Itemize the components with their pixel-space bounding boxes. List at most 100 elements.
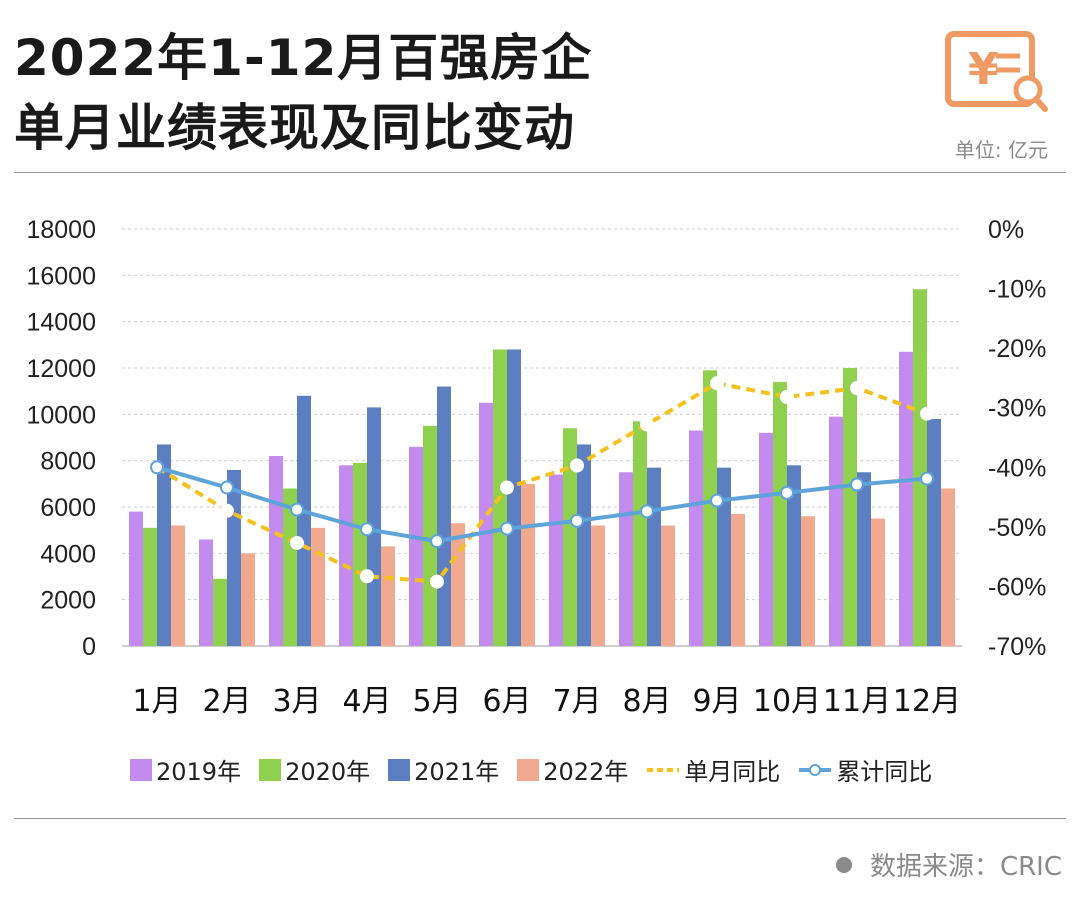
y-right-tick-label: 0% xyxy=(988,216,1024,244)
y-left-tick-label: 16000 xyxy=(26,262,96,290)
point-monthly-yoy xyxy=(780,389,794,404)
bar-2021年 xyxy=(297,395,311,646)
x-tick-label: 10月 xyxy=(753,684,821,719)
bar-2021年 xyxy=(927,418,941,646)
bar-2019年 xyxy=(339,465,353,646)
bar-2022年 xyxy=(591,525,605,646)
y-right-tick-label: -20% xyxy=(988,335,1046,363)
legend-label-2019: 2019年 xyxy=(156,758,242,786)
bar-2021年 xyxy=(437,386,451,646)
y-left-tick-label: 8000 xyxy=(40,448,96,476)
source-note: 数据来源：CRIC xyxy=(835,846,1062,883)
bar-2019年 xyxy=(549,474,563,646)
x-tick-label: 4月 xyxy=(342,684,391,719)
unit-label: 单位: 亿元 xyxy=(954,138,1048,162)
bar-2020年 xyxy=(633,421,647,646)
legend-item-2019: 2019年 xyxy=(130,752,241,787)
point-monthly-yoy xyxy=(570,458,584,473)
x-tick-label: 6月 xyxy=(482,684,531,719)
y-left-tick-label: 2000 xyxy=(40,587,96,615)
bar-2019年 xyxy=(619,472,633,646)
bar-2021年 xyxy=(717,467,731,646)
legend-label-cumulative-yoy: 累计同比 xyxy=(836,758,933,786)
legend-marker-line-icon xyxy=(799,763,832,776)
bar-2020年 xyxy=(143,527,157,646)
point-cumulative-yoy xyxy=(780,485,794,500)
bar-2019年 xyxy=(759,432,773,646)
bar-2019年 xyxy=(479,402,493,646)
bar-2019年 xyxy=(199,539,213,646)
y-left-tick-label: 14000 xyxy=(26,309,96,337)
source-text: 数据来源：CRIC xyxy=(869,852,1062,882)
y-left-tick-label: 4000 xyxy=(40,540,96,568)
bar-2019年 xyxy=(689,430,703,646)
legend-label-2020: 2020年 xyxy=(285,758,371,786)
bar-2021年 xyxy=(227,469,241,646)
bar-2020年 xyxy=(563,428,577,646)
y-left-tick-label: 6000 xyxy=(40,494,96,522)
page-subtitle: 单月业绩表现及同比变动 xyxy=(14,99,575,157)
y-left-tick-label: 10000 xyxy=(26,401,96,429)
bar-2021年 xyxy=(157,444,171,646)
legend-label-2021: 2021年 xyxy=(414,758,500,786)
bar-2020年 xyxy=(843,368,857,646)
point-monthly-yoy xyxy=(360,569,374,584)
bar-2021年 xyxy=(577,444,591,646)
point-cumulative-yoy xyxy=(220,480,234,495)
page-title: 2022年1-12月百强房企 xyxy=(14,29,593,87)
y-right-tick-label: -60% xyxy=(988,573,1046,601)
bar-2022年 xyxy=(451,523,465,646)
bar-2021年 xyxy=(787,465,801,646)
bar-2022年 xyxy=(801,516,815,646)
legend-item-2021: 2021年 xyxy=(388,752,499,787)
bar-2020年 xyxy=(423,425,437,646)
bar-2021年 xyxy=(367,407,381,646)
point-cumulative-yoy xyxy=(570,513,584,528)
x-tick-label: 3月 xyxy=(272,684,321,719)
bar-2021年 xyxy=(647,467,661,646)
point-monthly-yoy xyxy=(220,503,234,518)
yuan-document-search-icon: ¥ xyxy=(945,31,1048,112)
bar-2022年 xyxy=(871,518,885,646)
x-tick-label: 5月 xyxy=(412,684,461,719)
bar-2021年 xyxy=(857,472,871,646)
point-cumulative-yoy xyxy=(710,493,724,508)
y-right-tick-label: -30% xyxy=(988,395,1046,423)
bar-2019年 xyxy=(269,456,283,646)
y-right-tick-label: -50% xyxy=(988,514,1046,542)
point-monthly-yoy xyxy=(430,574,444,589)
legend-item-cumulative-yoy: 累计同比 xyxy=(798,752,932,787)
bar-line-chart: 0 2000 4000 6000 8000 10000 12000 14000 16000 180… xyxy=(26,216,1046,719)
y-left-tick-label: 0 xyxy=(82,633,96,661)
point-monthly-yoy xyxy=(500,480,514,495)
point-cumulative-yoy xyxy=(290,502,304,517)
bar-2019年 xyxy=(129,511,143,646)
y-left-tick-label: 12000 xyxy=(26,355,96,383)
bullet-icon xyxy=(835,856,852,873)
point-cumulative-yoy xyxy=(360,522,374,537)
bar-2022年 xyxy=(241,553,255,646)
point-monthly-yoy xyxy=(710,376,724,391)
point-monthly-yoy xyxy=(640,417,654,432)
point-cumulative-yoy xyxy=(500,521,514,536)
point-cumulative-yoy xyxy=(850,477,864,492)
line-cumulative-yoy xyxy=(156,465,928,544)
footer-divider xyxy=(14,818,1066,819)
bar-2022年 xyxy=(171,525,185,646)
bar-2022年 xyxy=(521,483,535,646)
point-cumulative-yoy xyxy=(640,504,654,519)
x-tick-label: 7月 xyxy=(552,684,601,719)
legend-item-2020: 2020年 xyxy=(259,752,370,787)
x-tick-label: 2月 xyxy=(202,684,251,719)
bar-2020年 xyxy=(703,370,717,646)
legend-label-monthly-yoy: 单月同比 xyxy=(684,758,781,786)
point-cumulative-yoy xyxy=(920,471,934,486)
bar-2019年 xyxy=(829,416,843,646)
x-tick-label: 11月 xyxy=(823,684,891,719)
header-divider xyxy=(14,172,1066,173)
legend-dashed-line-icon xyxy=(647,767,680,772)
bar-2020年 xyxy=(283,488,297,646)
bar-2020年 xyxy=(353,462,367,646)
legend-item-2022: 2022年 xyxy=(517,752,628,787)
line-monthly-yoy xyxy=(155,381,928,584)
